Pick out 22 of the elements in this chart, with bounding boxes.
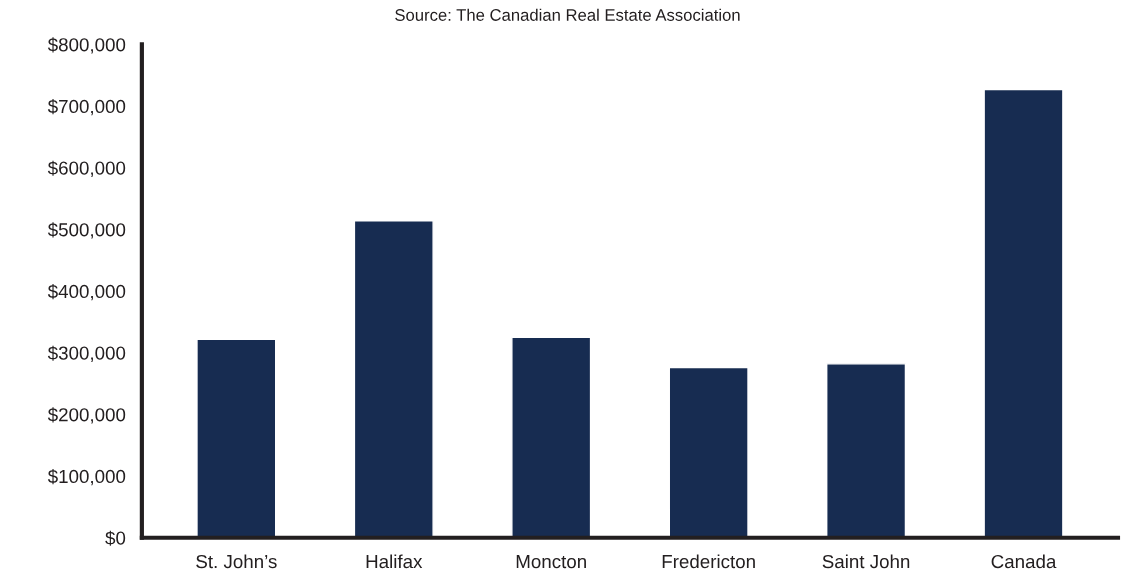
x-tick-label: Moncton: [516, 555, 586, 569]
y-tick-label: $100,000: [47, 469, 126, 486]
x-tick-label: Fredericton: [662, 554, 755, 569]
y-tick-label: $0: [105, 530, 126, 546]
y-tick-label: $600,000: [47, 160, 126, 177]
x-tick-label: Halifax: [366, 554, 423, 569]
bar: [826, 363, 907, 538]
bar: [196, 338, 277, 538]
x-tick-label: Saint John: [822, 554, 910, 569]
y-tick-label: $700,000: [47, 99, 126, 116]
x-tick-label: Canada: [991, 554, 1057, 569]
bar: [511, 336, 592, 538]
y-tick-label: $800,000: [47, 37, 126, 54]
bar: [353, 220, 434, 538]
y-tick-label: $200,000: [47, 407, 126, 424]
source-note: Source: The Canadian Real Estate Association: [395, 8, 740, 21]
y-tick-label: $400,000: [47, 284, 126, 301]
bar: [668, 366, 749, 538]
y-tick-label: $300,000: [47, 345, 126, 362]
bar: [983, 88, 1064, 538]
x-tick-label: St. John’s: [196, 554, 277, 569]
y-tick-label: $500,000: [47, 222, 126, 239]
